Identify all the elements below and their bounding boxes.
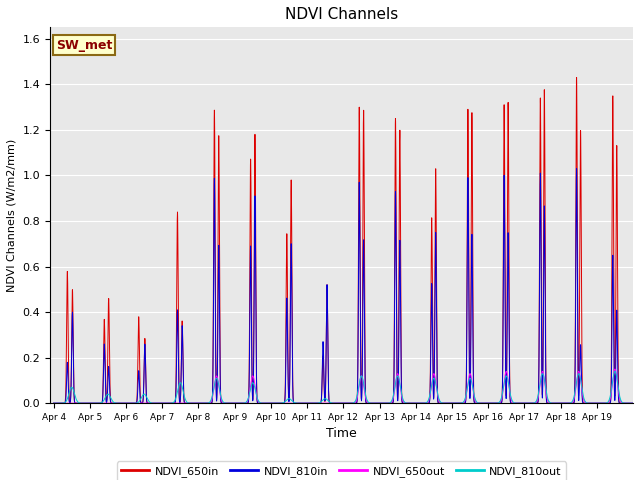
NDVI_810in	[546, 400, 554, 406]
NDVI_810out	[611, 369, 619, 374]
NDVI_810in	[365, 400, 372, 406]
Line: NDVI_650out: NDVI_650out	[54, 369, 633, 403]
NDVI_810in	[396, 241, 404, 247]
NDVI_810in	[531, 400, 539, 406]
NDVI_650out	[531, 400, 539, 406]
NDVI_810out	[502, 373, 510, 379]
Legend: NDVI_650in, NDVI_810in, NDVI_650out, NDVI_810out: NDVI_650in, NDVI_810in, NDVI_650out, NDV…	[117, 461, 566, 480]
NDVI_810out	[396, 382, 404, 388]
NDVI_810out	[50, 400, 58, 406]
NDVI_810out	[546, 399, 554, 405]
Text: SW_met: SW_met	[56, 38, 112, 51]
NDVI_650out	[629, 400, 637, 406]
NDVI_650out	[502, 369, 510, 374]
NDVI_650in	[502, 373, 510, 379]
NDVI_810in	[629, 400, 637, 406]
NDVI_810out	[365, 400, 373, 406]
NDVI_650out	[365, 400, 372, 406]
NDVI_810out	[531, 400, 539, 406]
NDVI_650in	[157, 400, 165, 406]
NDVI_650in	[573, 75, 580, 81]
NDVI_650out	[611, 366, 619, 372]
NDVI_810in	[170, 400, 177, 406]
Line: NDVI_810in: NDVI_810in	[54, 168, 633, 403]
NDVI_810out	[303, 400, 311, 406]
NDVI_650out	[546, 400, 554, 406]
Title: NDVI Channels: NDVI Channels	[285, 7, 398, 22]
NDVI_650out	[170, 400, 177, 406]
NDVI_810out	[629, 400, 637, 406]
NDVI_650in	[170, 400, 178, 406]
NDVI_810in	[50, 400, 58, 406]
NDVI_650out	[396, 382, 404, 388]
Line: NDVI_650in: NDVI_650in	[54, 78, 633, 403]
NDVI_650in	[629, 400, 637, 406]
NDVI_810in	[502, 390, 510, 396]
NDVI_650in	[365, 400, 373, 406]
NDVI_650in	[531, 400, 539, 406]
NDVI_650in	[546, 400, 554, 406]
NDVI_650out	[50, 400, 58, 406]
Line: NDVI_810out: NDVI_810out	[54, 372, 633, 403]
NDVI_810in	[573, 166, 580, 171]
X-axis label: Time: Time	[326, 428, 357, 441]
NDVI_810out	[170, 399, 177, 405]
Y-axis label: NDVI Channels (W/m2/mm): NDVI Channels (W/m2/mm)	[7, 139, 17, 292]
NDVI_650in	[396, 148, 404, 154]
NDVI_650in	[50, 400, 58, 406]
